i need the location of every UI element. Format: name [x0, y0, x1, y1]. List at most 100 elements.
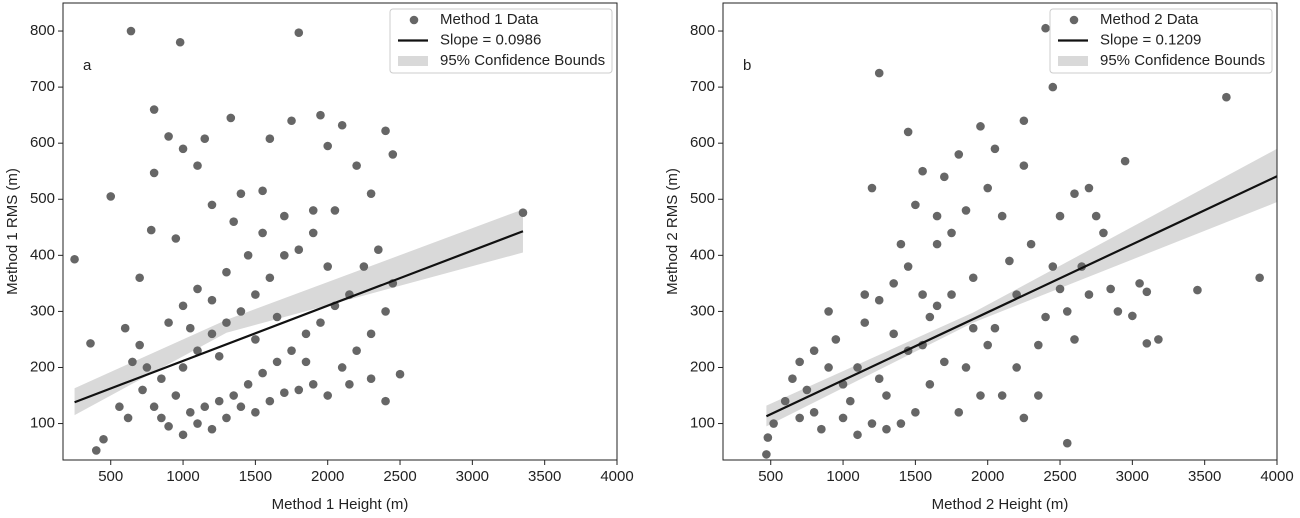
x-tick-label: 2500 — [1043, 468, 1076, 485]
data-point — [352, 161, 361, 170]
data-point — [1084, 290, 1094, 299]
data-point — [1034, 340, 1043, 350]
data-point — [258, 186, 267, 196]
data-point — [126, 26, 136, 36]
data-point — [366, 329, 376, 339]
x-tick-label: 4000 — [600, 468, 633, 485]
data-point — [1255, 273, 1264, 283]
data-point — [149, 168, 159, 178]
data-point — [809, 408, 819, 417]
data-point — [1019, 413, 1029, 423]
y-tick-label: 600 — [690, 134, 715, 151]
x-tick-label: 1000 — [826, 468, 859, 485]
data-point — [874, 295, 884, 305]
data-point — [845, 396, 855, 406]
data-point — [990, 323, 1000, 333]
data-point — [940, 357, 949, 367]
data-point — [301, 329, 311, 339]
y-axis-label: Method 2 RMS (m) — [664, 168, 681, 295]
data-point — [1062, 438, 1072, 448]
x-tick-label: 2000 — [971, 468, 1004, 485]
data-point — [903, 127, 913, 137]
data-point — [762, 450, 771, 459]
x-axis-label: Method 1 Height (m) — [272, 496, 409, 513]
data-point — [164, 318, 173, 327]
data-point — [272, 357, 282, 367]
data-point — [265, 396, 275, 406]
data-point — [518, 208, 528, 218]
data-point — [280, 388, 289, 398]
data-point — [178, 430, 188, 440]
data-point — [976, 122, 985, 131]
data-point — [272, 312, 282, 322]
data-point — [983, 340, 993, 350]
data-point — [395, 369, 405, 379]
data-point — [280, 211, 289, 221]
data-point — [874, 68, 884, 78]
legend-label: Slope = 0.0986 — [440, 31, 541, 48]
data-point — [769, 419, 778, 428]
data-point — [1070, 335, 1079, 344]
data-point — [925, 380, 935, 389]
data-point — [976, 391, 985, 400]
data-point — [178, 363, 188, 372]
data-point — [70, 254, 79, 264]
data-point — [896, 239, 906, 249]
legend-box — [1049, 8, 1273, 74]
data-point — [1012, 363, 1021, 372]
data-point — [824, 363, 833, 372]
data-point — [214, 351, 224, 361]
data-point — [265, 134, 275, 143]
data-point — [149, 402, 159, 412]
data-point — [1055, 284, 1065, 294]
legend-marker — [1058, 56, 1088, 66]
legend-marker — [1069, 15, 1079, 25]
data-point — [251, 335, 260, 344]
y-tick-label: 100 — [690, 415, 715, 432]
data-point — [222, 267, 231, 277]
data-point — [1062, 307, 1072, 316]
plot-frame — [62, 2, 618, 461]
data-point — [243, 380, 253, 389]
data-point — [352, 346, 361, 355]
data-point — [323, 391, 333, 400]
data-point — [1048, 82, 1058, 92]
data-point — [294, 385, 304, 395]
data-point — [947, 228, 956, 238]
data-point — [1120, 156, 1130, 166]
data-point — [207, 424, 217, 434]
data-point — [918, 166, 927, 176]
data-point — [185, 323, 195, 333]
data-point — [882, 424, 891, 434]
data-point — [990, 144, 1000, 154]
data-point — [831, 335, 841, 344]
x-tick-label: 3000 — [1116, 468, 1149, 485]
data-point — [251, 408, 260, 417]
y-tick-label: 400 — [690, 246, 715, 263]
data-point — [896, 419, 906, 428]
data-point — [294, 28, 304, 38]
data-point — [1142, 339, 1152, 348]
data-point — [280, 251, 289, 260]
x-tick-label: 3000 — [456, 468, 489, 485]
data-point — [853, 363, 862, 372]
data-point — [193, 419, 202, 428]
data-point — [200, 402, 210, 412]
data-point — [345, 380, 354, 389]
data-point — [932, 211, 942, 221]
regression-line — [765, 175, 1278, 418]
data-point — [388, 150, 398, 159]
data-point — [193, 161, 202, 170]
data-point — [146, 225, 156, 235]
data-point — [918, 290, 927, 299]
y-tick-label: 300 — [690, 302, 715, 319]
data-point — [316, 110, 325, 120]
data-point — [185, 408, 195, 417]
x-tick-label: 3500 — [1188, 468, 1221, 485]
data-point — [911, 408, 920, 417]
data-point — [889, 279, 898, 288]
data-point — [867, 183, 877, 193]
data-point — [120, 323, 130, 333]
panel-label: b — [743, 57, 751, 74]
data-point — [323, 141, 333, 151]
